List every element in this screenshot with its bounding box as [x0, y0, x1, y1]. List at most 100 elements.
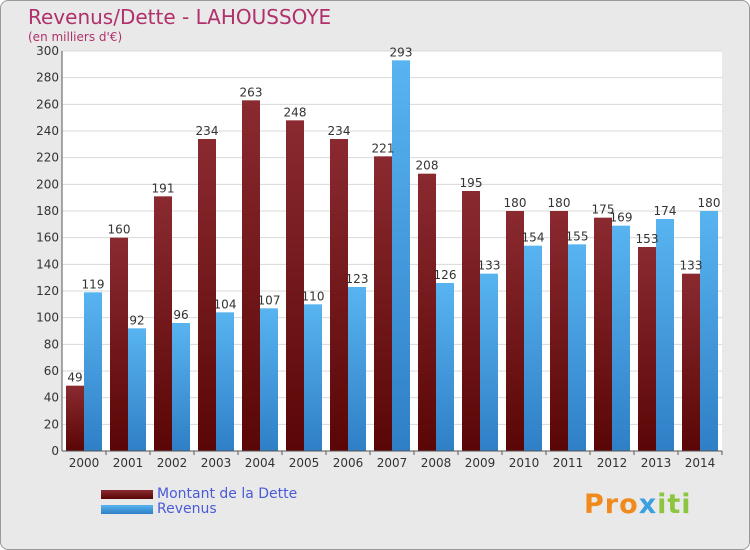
value-label-revenue: 126 [434, 268, 457, 282]
y-tick-label: 100 [36, 311, 59, 325]
value-label-debt: 248 [284, 105, 307, 119]
x-tick-label: 2006 [333, 456, 364, 470]
value-label-revenue: 155 [566, 229, 589, 243]
y-tick-label: 220 [36, 151, 59, 165]
value-label-revenue: 180 [698, 196, 721, 210]
bar-debt [682, 273, 700, 451]
chart-title: Revenus/Dette - LAHOUSSOYE [28, 5, 332, 29]
bar-debt [66, 385, 84, 451]
value-label-debt: 191 [152, 181, 175, 195]
value-label-revenue: 174 [654, 204, 677, 218]
bar-revenue [216, 312, 234, 451]
bar-debt [418, 173, 436, 451]
bar-revenue [480, 273, 498, 451]
bar-revenue [524, 245, 542, 451]
value-label-debt: 49 [67, 371, 82, 385]
logo-letter: i [681, 489, 692, 520]
value-label-debt: 234 [328, 124, 351, 138]
bar-debt [110, 237, 128, 451]
legend-item-revenue: Revenus [101, 501, 401, 517]
bar-debt [330, 139, 348, 451]
x-tick-label: 2008 [421, 456, 452, 470]
value-label-debt: 195 [460, 176, 483, 190]
x-tick-label: 2013 [641, 456, 672, 470]
x-tick-label: 2002 [157, 456, 188, 470]
y-tick-label: 40 [44, 391, 59, 405]
bar-debt [462, 191, 480, 451]
legend-item-debt: Montant de la Dette [101, 486, 401, 502]
y-tick-label: 260 [36, 97, 59, 111]
legend-label-debt: Montant de la Dette [157, 486, 298, 502]
legend-label-revenue: Revenus [157, 501, 217, 517]
value-label-debt: 133 [680, 259, 703, 273]
y-tick-label: 20 [44, 417, 59, 431]
bar-revenue [436, 283, 454, 451]
proxiti-logo: Proxiti [584, 489, 692, 520]
y-tick-label: 200 [36, 177, 59, 191]
y-tick-label: 0 [51, 444, 59, 458]
value-label-debt: 208 [416, 159, 439, 173]
logo-letter: P [584, 489, 605, 520]
x-tick-label: 2014 [685, 456, 716, 470]
bar-debt [638, 247, 656, 451]
x-tick-label: 2001 [113, 456, 144, 470]
legend-swatch-debt [101, 490, 153, 499]
logo-letter: o [619, 489, 639, 520]
legend-swatch-revenue [101, 505, 153, 514]
x-tick-label: 2010 [509, 456, 540, 470]
value-label-debt: 175 [592, 203, 615, 217]
y-tick-label: 300 [36, 44, 59, 58]
value-label-debt: 263 [240, 85, 263, 99]
value-label-revenue: 96 [173, 308, 188, 322]
bar-debt [286, 120, 304, 451]
x-tick-label: 2000 [69, 456, 100, 470]
logo-letter: x [638, 489, 658, 520]
bar-debt [154, 196, 172, 451]
logo-letter: r [604, 489, 620, 520]
logo-letter: i [657, 489, 668, 520]
logo-letter: t [667, 489, 682, 520]
bar-revenue [172, 323, 190, 451]
bar-revenue [392, 60, 410, 451]
value-label-revenue: 107 [258, 293, 281, 307]
value-label-revenue: 92 [129, 313, 144, 327]
value-label-revenue: 119 [82, 277, 105, 291]
value-label-debt: 160 [108, 223, 131, 237]
y-tick-label: 140 [36, 257, 59, 271]
value-label-debt: 234 [196, 124, 219, 138]
bar-revenue [348, 287, 366, 451]
bar-revenue [84, 292, 102, 451]
value-label-debt: 221 [372, 141, 395, 155]
x-tick-label: 2005 [289, 456, 320, 470]
bar-revenue [656, 219, 674, 451]
y-tick-label: 240 [36, 124, 59, 138]
value-label-revenue: 104 [214, 297, 237, 311]
bar-revenue [612, 225, 630, 451]
chart-subtitle: (en milliers d'€) [28, 30, 123, 44]
bar-revenue [304, 304, 322, 451]
x-tick-label: 2012 [597, 456, 628, 470]
value-label-revenue: 123 [346, 272, 369, 286]
x-tick-label: 2011 [553, 456, 584, 470]
bar-debt [374, 156, 392, 452]
value-label-revenue: 133 [478, 259, 501, 273]
bar-revenue [700, 211, 718, 451]
y-tick-label: 280 [36, 71, 59, 85]
bar-debt [242, 100, 260, 451]
x-tick-label: 2009 [465, 456, 496, 470]
legend: Montant de la Dette Revenus [101, 486, 401, 517]
y-tick-label: 120 [36, 284, 59, 298]
value-label-debt: 180 [548, 196, 571, 210]
bar-revenue [260, 308, 278, 451]
x-tick-label: 2004 [245, 456, 276, 470]
y-tick-label: 80 [44, 337, 59, 351]
value-label-debt: 180 [504, 196, 527, 210]
bar-revenue [128, 328, 146, 451]
bar-debt [198, 139, 216, 451]
bar-debt [550, 211, 568, 451]
y-tick-label: 180 [36, 204, 59, 218]
value-label-revenue: 154 [522, 231, 545, 245]
x-tick-label: 2003 [201, 456, 232, 470]
